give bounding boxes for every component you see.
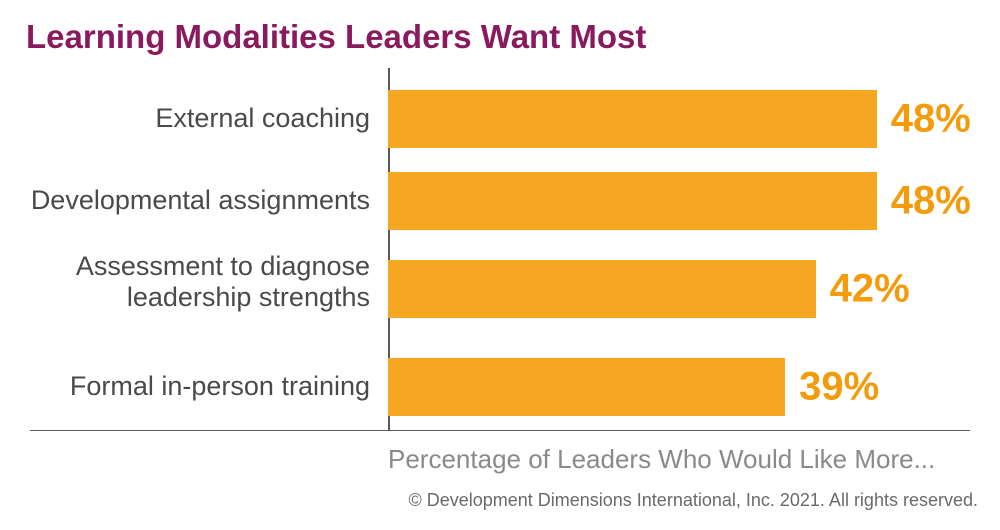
bar (388, 260, 816, 318)
bar (388, 172, 877, 230)
bar-row: Developmental assignments 48% (0, 172, 1000, 230)
bar-value: 48% (891, 97, 971, 142)
bar-value: 48% (891, 179, 971, 224)
bar-area: 48% (388, 172, 1000, 230)
bar (388, 358, 785, 416)
bar-label: Assessment to diagnose leadership streng… (0, 251, 388, 313)
bar-area: 48% (388, 90, 1000, 148)
bar-row: Assessment to diagnose leadership streng… (0, 246, 1000, 318)
bar (388, 90, 877, 148)
bar-value: 39% (799, 365, 879, 410)
bar-label: Developmental assignments (0, 185, 388, 216)
bar-row: External coaching 48% (0, 90, 1000, 148)
bar-label: Formal in-person training (0, 371, 388, 402)
bar-label: External coaching (0, 103, 388, 134)
x-axis-line (30, 430, 970, 431)
bar-area: 39% (388, 358, 1000, 416)
bar-value: 42% (830, 267, 910, 312)
bar-area: 42% (388, 260, 1000, 318)
copyright-text: © Development Dimensions International, … (388, 490, 978, 511)
chart-title: Learning Modalities Leaders Want Most (26, 18, 646, 56)
bar-row: Formal in-person training 39% (0, 358, 1000, 416)
chart-subtitle: Percentage of Leaders Who Would Like Mor… (388, 444, 978, 475)
bar-chart: External coaching 48% Developmental assi… (0, 78, 1000, 430)
